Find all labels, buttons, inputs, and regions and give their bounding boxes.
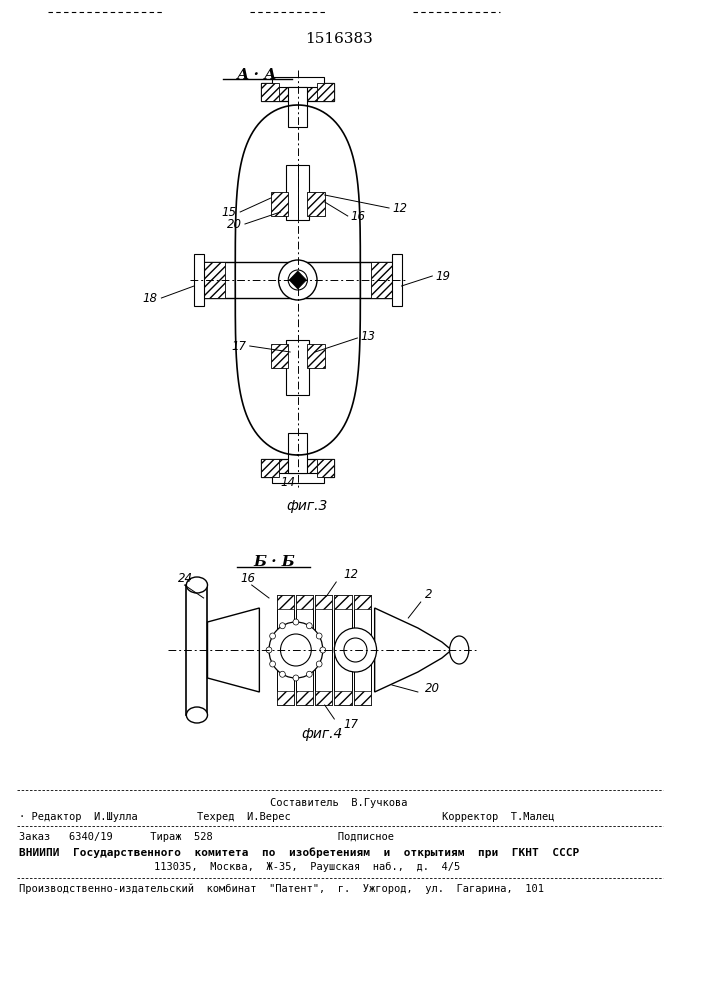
Circle shape xyxy=(279,260,317,300)
Text: 18: 18 xyxy=(143,292,158,304)
Bar xyxy=(315,691,332,705)
Polygon shape xyxy=(207,608,259,692)
Bar xyxy=(201,262,225,298)
Bar xyxy=(286,165,310,220)
Text: 113035,  Москва,  Ж-35,  Раушская  наб.,  д.  4/5: 113035, Москва, Ж-35, Раушская наб., д. … xyxy=(153,862,460,872)
Text: Составитель  В.Гучкова: Составитель В.Гучкова xyxy=(270,798,408,808)
Circle shape xyxy=(306,671,312,677)
Ellipse shape xyxy=(450,636,469,664)
Bar xyxy=(308,192,325,216)
Bar xyxy=(370,262,394,298)
Text: 17: 17 xyxy=(344,718,359,732)
Bar xyxy=(276,595,294,609)
Bar xyxy=(271,344,288,368)
Bar xyxy=(187,585,207,715)
Text: 14: 14 xyxy=(281,477,296,489)
Circle shape xyxy=(293,675,299,681)
Text: фиг.4: фиг.4 xyxy=(301,727,342,741)
Bar xyxy=(354,595,370,705)
Bar xyxy=(276,691,294,705)
Polygon shape xyxy=(375,608,452,692)
Circle shape xyxy=(281,634,311,666)
Text: Техред  И.Верес: Техред И.Верес xyxy=(197,812,291,822)
Circle shape xyxy=(293,619,299,625)
Text: 15: 15 xyxy=(221,206,236,219)
Text: Заказ   6340/19      Тираж  528                    Подписное: Заказ 6340/19 Тираж 528 Подписное xyxy=(19,832,395,842)
Bar xyxy=(296,691,313,705)
Bar xyxy=(296,595,313,609)
Circle shape xyxy=(266,647,272,653)
Circle shape xyxy=(306,623,312,629)
Ellipse shape xyxy=(187,577,207,593)
Circle shape xyxy=(316,633,322,639)
Circle shape xyxy=(279,623,286,629)
Bar xyxy=(288,433,308,473)
Bar xyxy=(272,77,324,87)
Polygon shape xyxy=(289,271,306,289)
Bar xyxy=(271,192,288,216)
Bar xyxy=(296,595,313,705)
Text: 20: 20 xyxy=(425,682,440,694)
Circle shape xyxy=(288,270,308,290)
Text: ВНИИПИ  Государственного  комитета  по  изобретениям  и  открытиям  при  ГКНТ  С: ВНИИПИ Государственного комитета по изоб… xyxy=(19,847,580,858)
Circle shape xyxy=(316,661,322,667)
Bar xyxy=(308,344,325,368)
Bar xyxy=(317,459,334,477)
Circle shape xyxy=(320,647,326,653)
Circle shape xyxy=(269,661,276,667)
Circle shape xyxy=(269,633,276,639)
Bar xyxy=(194,254,204,306)
Text: 12: 12 xyxy=(392,202,407,215)
Text: А · А: А · А xyxy=(238,68,278,82)
Text: 20: 20 xyxy=(227,219,242,232)
Text: 24: 24 xyxy=(177,572,193,584)
Circle shape xyxy=(279,671,286,677)
Bar xyxy=(334,691,351,705)
Text: · Редактор  И.Шулла: · Редактор И.Шулла xyxy=(19,812,138,822)
Bar xyxy=(276,595,294,705)
Bar xyxy=(262,459,334,477)
Bar xyxy=(392,254,402,306)
Text: 1516383: 1516383 xyxy=(305,32,373,46)
Bar xyxy=(201,262,394,298)
Bar xyxy=(354,595,370,609)
Bar xyxy=(315,595,332,609)
Text: Производственно-издательский  комбинат  "Патент",  г.  Ужгород,  ул.  Гагарина, : Производственно-издательский комбинат "П… xyxy=(19,884,544,894)
Text: 12: 12 xyxy=(344,568,359,582)
Bar xyxy=(354,691,370,705)
Bar xyxy=(262,459,279,477)
Text: 13: 13 xyxy=(361,330,375,344)
Bar xyxy=(334,595,351,705)
Bar xyxy=(262,83,279,101)
Text: 16: 16 xyxy=(240,572,255,584)
Bar xyxy=(272,473,324,483)
Text: 19: 19 xyxy=(436,269,450,282)
Text: 2: 2 xyxy=(425,588,432,601)
Circle shape xyxy=(334,628,377,672)
Bar xyxy=(334,595,351,609)
Text: фиг.3: фиг.3 xyxy=(287,499,328,513)
Bar xyxy=(262,83,334,101)
Circle shape xyxy=(344,638,367,662)
Bar xyxy=(317,83,334,101)
Bar xyxy=(288,87,308,127)
Bar xyxy=(286,340,310,395)
Bar xyxy=(315,595,332,705)
Ellipse shape xyxy=(187,707,207,723)
Circle shape xyxy=(269,622,323,678)
Text: Корректор  Т.Малец: Корректор Т.Малец xyxy=(442,812,554,822)
Text: 17: 17 xyxy=(231,340,246,353)
Text: 16: 16 xyxy=(351,211,366,224)
Text: Б · Б: Б · Б xyxy=(253,555,295,569)
